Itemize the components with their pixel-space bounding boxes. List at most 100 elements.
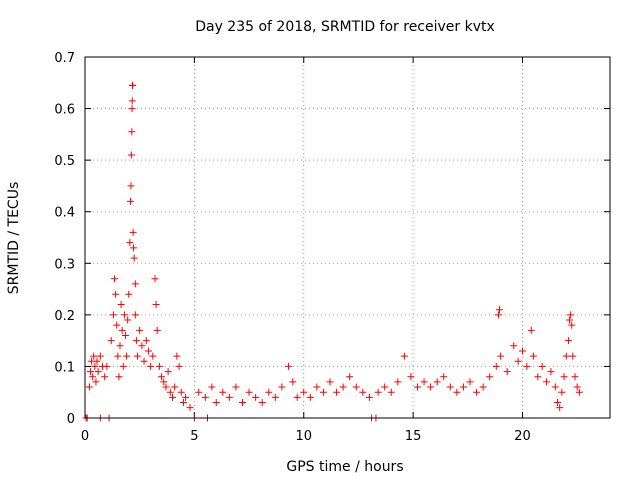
data-point [128,97,136,105]
data-point [131,311,139,319]
data-point [96,352,104,360]
data-point [175,362,183,370]
data-point [151,275,159,283]
data-point [239,399,246,407]
data-point [479,383,487,391]
data-point [164,368,172,376]
x-tick-label: 10 [295,429,312,444]
data-point [103,362,111,370]
data-point [566,316,574,324]
data-point [503,368,511,376]
data-point [245,388,253,396]
x-axis-label: GPS time / hours [286,459,403,475]
data-point [289,378,297,386]
data-point [407,373,415,381]
data-point [573,383,581,391]
data-point [333,388,341,396]
data-point [144,347,152,355]
data-point [91,362,99,370]
data-point [127,151,135,159]
data-point [173,352,181,360]
data-point [556,404,564,412]
data-point [547,368,555,376]
data-point [155,362,163,370]
data-point [225,393,233,401]
data-point [212,399,220,407]
data-point [352,383,360,391]
data-point [400,352,408,360]
data-point [125,290,133,298]
data-point [120,311,128,319]
data-point [166,388,174,396]
y-tick-label: 0.5 [54,154,75,169]
y-tick-label: 0.7 [54,51,75,66]
data-point [459,383,467,391]
data-point [496,306,504,314]
data-point [162,383,170,391]
data-point [420,378,428,386]
data-point [558,388,566,396]
data-point [160,378,168,386]
data-point [124,316,132,324]
data-point [446,383,454,391]
data-point [128,128,136,136]
data-point [126,239,134,247]
data-point [107,337,115,345]
data-point [551,383,559,391]
data-point [109,311,117,319]
data-point [136,326,144,334]
data-point [440,373,448,381]
data-point [169,393,176,401]
data-point [497,352,505,360]
data-point [116,342,124,350]
data-point [117,301,125,309]
data-point [114,352,122,360]
x-tick-label: 15 [405,429,422,444]
data-point [90,352,98,360]
data-point [134,352,141,360]
x-tick-label: 0 [81,429,89,444]
data-point [232,383,240,391]
data-point [560,373,568,381]
y-axis-label: SRMTID / TECUs [6,182,22,295]
data-point [365,393,373,401]
data-point [93,357,101,365]
data-point [201,393,209,401]
data-point [129,228,137,236]
data-point [534,373,542,381]
data-point [131,280,139,288]
data-point [118,326,126,334]
data-point [92,378,100,386]
data-point [427,383,435,391]
data-point [466,378,474,386]
data-point [177,388,185,396]
data-point [492,362,500,370]
data-point [494,311,502,319]
data-point [300,388,308,396]
data-point [142,337,150,345]
data-point [562,352,570,360]
data-point [538,362,546,370]
data-point [85,383,93,391]
x-tick-label: 20 [514,429,531,444]
data-point [258,399,266,407]
data-point [127,182,135,190]
data-point [121,331,129,339]
data-point [140,357,148,365]
data-point [195,388,203,396]
x-tick-label: 5 [190,429,198,444]
y-tick-label: 0.1 [54,360,75,375]
data-point [252,393,260,401]
data-point [132,337,140,345]
data-point [128,105,136,113]
data-point [567,311,575,319]
data-point [127,197,134,205]
data-point [339,383,347,391]
data-point [129,81,137,89]
data-point [319,388,327,396]
data-point [119,362,127,370]
data-point [219,388,227,396]
data-point [381,383,389,391]
data-point [359,388,367,396]
data-point [519,347,526,355]
